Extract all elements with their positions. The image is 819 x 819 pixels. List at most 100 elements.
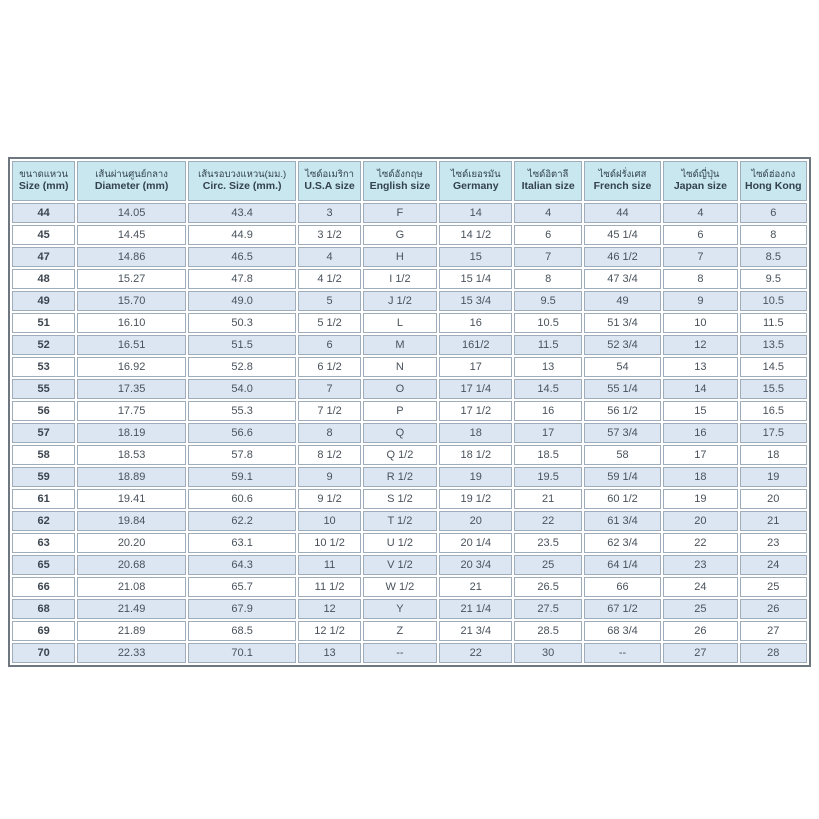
table-cell: 18.53 [77, 445, 186, 465]
table-row: 48 15.27 47.8 4 1/2 I 1/2 15 1/4 8 47 3/4 8 9.5 [12, 269, 807, 289]
table-cell: 52 [12, 335, 76, 355]
column-header-english-label: Germany [453, 180, 499, 193]
table-cell: 18.89 [77, 467, 186, 487]
column-header-english-label: French size [593, 180, 652, 193]
table-cell: 20.20 [77, 533, 186, 553]
table-cell: F [362, 203, 438, 223]
column-header: ไซด์อังกฤษ English size [362, 161, 438, 201]
table-cell: 57 3/4 [583, 423, 662, 443]
table-cell: 17 [663, 445, 738, 465]
table-cell: 14 1/2 [439, 225, 513, 245]
table-cell: 10.5 [514, 313, 582, 333]
table-cell: 21 [739, 511, 807, 531]
table-cell: 54.0 [187, 379, 297, 399]
table-cell: 20 [439, 511, 513, 531]
table-cell: 15 [663, 401, 738, 421]
table-cell: 19 [739, 467, 807, 487]
table-cell: 60 1/2 [583, 489, 662, 509]
table-cell: 13 [514, 357, 582, 377]
table-row: 47 14.86 46.5 4 H 15 7 46 1/2 7 8.5 [12, 247, 807, 267]
table-cell: 56 1/2 [583, 401, 662, 421]
table-cell: 16.92 [77, 357, 186, 377]
table-cell: W 1/2 [362, 577, 438, 597]
table-header-row: ขนาดแหวน Size (mm) เส้นผ่านศูนย์กลาง Diamet… [12, 161, 807, 201]
table-cell: 52 3/4 [583, 335, 662, 355]
table-cell: 17 1/2 [439, 401, 513, 421]
column-header-english-label: English size [369, 180, 431, 193]
table-cell: 6 [298, 335, 361, 355]
table-cell: 9.5 [739, 269, 807, 289]
table-row: 56 17.75 55.3 7 1/2 P 17 1/2 16 56 1/2 15 16.5 [12, 401, 807, 421]
table-cell: 59 [12, 467, 76, 487]
table-cell: 12 [298, 599, 361, 619]
table-cell: 62.2 [187, 511, 297, 531]
table-cell: 23 [739, 533, 807, 553]
column-header: ไซด์อเมริกา U.S.A size [298, 161, 361, 201]
table-cell: 62 [12, 511, 76, 531]
table-cell: 8 [298, 423, 361, 443]
table-cell: 3 [298, 203, 361, 223]
column-header-english-label: Diameter (mm) [94, 180, 169, 193]
table-cell: 4 [663, 203, 738, 223]
table-cell: 20.68 [77, 555, 186, 575]
table-cell: 10.5 [739, 291, 807, 311]
table-cell: 8 [739, 225, 807, 245]
table-cell: 26 [739, 599, 807, 619]
column-header-english-label: Japan size [673, 180, 727, 193]
table-cell: 21.49 [77, 599, 186, 619]
column-header-thai-label: ไซด์อังกฤษ [377, 168, 423, 180]
table-cell: 15.27 [77, 269, 186, 289]
table-cell: 25 [739, 577, 807, 597]
table-cell: 23 [663, 555, 738, 575]
table-cell: 62 3/4 [583, 533, 662, 553]
table-cell: 19 [439, 467, 513, 487]
table-cell: 12 [663, 335, 738, 355]
table-cell: 68.5 [187, 621, 297, 641]
column-header-thai-label: ไซด์อิตาลี [527, 168, 569, 180]
table-cell: 52.8 [187, 357, 297, 377]
table-cell: 44 [12, 203, 76, 223]
table-cell: -- [362, 643, 438, 663]
table-cell: 55 1/4 [583, 379, 662, 399]
table-row: 65 20.68 64.3 11 V 1/2 20 3/4 25 64 1/4 23 24 [12, 555, 807, 575]
column-header-english-label: Circ. Size (mm.) [202, 180, 282, 193]
table-cell: 14.86 [77, 247, 186, 267]
table-cell: 20 1/4 [439, 533, 513, 553]
table-cell: 26.5 [514, 577, 582, 597]
table-cell: 11.5 [739, 313, 807, 333]
table-cell: 15.70 [77, 291, 186, 311]
table-row: 51 16.10 50.3 5 1/2 L 16 10.5 51 3/4 10 11.5 [12, 313, 807, 333]
column-header: เส้นผ่านศูนย์กลาง Diameter (mm) [77, 161, 186, 201]
table-cell: 18 [439, 423, 513, 443]
table-cell: 14.45 [77, 225, 186, 245]
table-cell: 12 1/2 [298, 621, 361, 641]
table-cell: 68 [12, 599, 76, 619]
table-cell: H [362, 247, 438, 267]
table-cell: 22 [663, 533, 738, 553]
table-cell: 49.0 [187, 291, 297, 311]
table-cell: 13.5 [739, 335, 807, 355]
table-cell: O [362, 379, 438, 399]
table-cell: 16 [514, 401, 582, 421]
table-cell: 47.8 [187, 269, 297, 289]
table-cell: 9 [298, 467, 361, 487]
table-cell: 46.5 [187, 247, 297, 267]
table-cell: 44 [583, 203, 662, 223]
column-header-thai-label: ไซด์ฝรั่งเศส [598, 168, 647, 180]
table-cell: 55.3 [187, 401, 297, 421]
table-cell: 19.84 [77, 511, 186, 531]
table-cell: 20 [663, 511, 738, 531]
column-header: ไซด์เยอรมัน Germany [439, 161, 513, 201]
table-cell: 49 [583, 291, 662, 311]
table-cell: 21 [514, 489, 582, 509]
table-cell: 18 1/2 [439, 445, 513, 465]
table-row: 59 18.89 59.1 9 R 1/2 19 19.5 59 1/4 18 19 [12, 467, 807, 487]
table-cell: 64 1/4 [583, 555, 662, 575]
table-cell: 67 1/2 [583, 599, 662, 619]
table-cell: 13 [298, 643, 361, 663]
table-cell: 5 1/2 [298, 313, 361, 333]
table-cell: 14.05 [77, 203, 186, 223]
table-cell: 11 1/2 [298, 577, 361, 597]
table-cell: 45 [12, 225, 76, 245]
table-cell: 67.9 [187, 599, 297, 619]
